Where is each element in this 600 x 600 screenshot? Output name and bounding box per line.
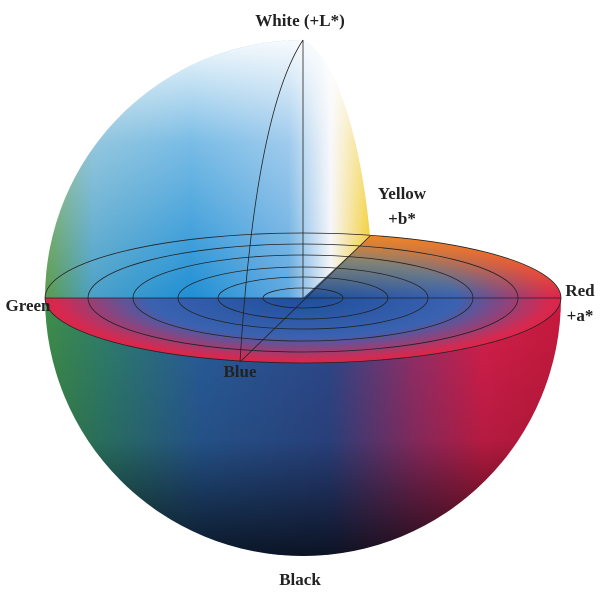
label-white: White (+L*): [255, 11, 344, 30]
label-plus-a: +a*: [567, 306, 594, 325]
grid-rings: [44, 39, 562, 364]
label-blue: Blue: [223, 362, 257, 381]
label-red: Red: [565, 281, 595, 300]
label-yellow: Yellow: [378, 184, 427, 203]
upper-highlight: [45, 40, 370, 298]
lower-shade: [45, 298, 561, 556]
label-green: Green: [5, 296, 51, 315]
label-plus-b: +b*: [388, 209, 416, 228]
label-black: Black: [279, 570, 321, 589]
